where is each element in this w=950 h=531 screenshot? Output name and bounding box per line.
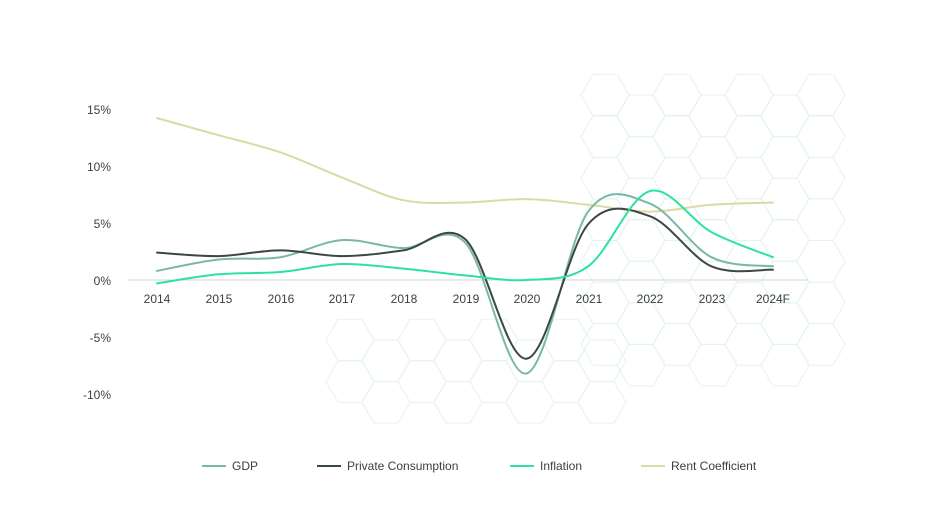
hexagon-shape	[433, 381, 483, 424]
legend-label: Rent Coefficient	[671, 459, 757, 473]
y-tick-label: -10%	[83, 388, 111, 402]
hexagon-shape	[616, 94, 666, 138]
hexagon-shape	[361, 339, 411, 383]
hexagon-shape	[724, 73, 774, 117]
x-tick-label: 2015	[206, 292, 233, 306]
hexagon-shape	[325, 360, 375, 403]
hexagon-shape	[796, 73, 846, 117]
series-lines	[156, 117, 774, 375]
hexagon-shape	[616, 343, 666, 387]
hexagon-shape	[616, 302, 666, 345]
series-line-inflation	[156, 189, 774, 285]
hexagon-shape	[796, 240, 846, 283]
hexagon-shape	[469, 360, 519, 403]
hexagon-shape	[580, 115, 630, 158]
hexagon-shape	[724, 240, 774, 283]
hexagon-shape	[724, 156, 774, 200]
hexagon-shape	[580, 156, 630, 200]
hexagon-shape	[724, 198, 774, 241]
hexagon-shape	[688, 136, 738, 179]
legend-item-inflation[interactable]: Inflation	[510, 459, 582, 473]
hexagon-shape	[652, 73, 702, 117]
hexagon-shape	[541, 360, 591, 403]
y-tick-label: -5%	[90, 331, 112, 345]
hexagon-shape	[724, 323, 774, 366]
hexagon-shape	[541, 318, 591, 362]
x-tick-label: 2017	[329, 292, 356, 306]
hexagon-shape	[796, 198, 846, 241]
y-tick-label: 10%	[87, 160, 111, 174]
x-tick-label: 2019	[453, 292, 480, 306]
hexagon-shape	[580, 323, 630, 366]
hexagon-background-pattern	[325, 73, 846, 424]
hexagon-shape	[688, 343, 738, 387]
hexagon-shape	[577, 339, 627, 383]
hexagon-shape	[652, 156, 702, 200]
hexagon-shape	[652, 240, 702, 283]
hexagon-shape	[652, 198, 702, 241]
x-tick-label: 2020	[514, 292, 541, 306]
x-tick-label: 2018	[391, 292, 418, 306]
x-tick-label: 2023	[699, 292, 726, 306]
hexagon-shape	[616, 219, 666, 262]
legend-item-rent-coefficient[interactable]: Rent Coefficient	[641, 459, 757, 473]
y-tick-label: 5%	[94, 217, 112, 231]
series-line-gdp	[156, 193, 774, 375]
x-tick-label: 2014	[144, 292, 171, 306]
hexagon-shape	[652, 323, 702, 366]
legend-label: Inflation	[540, 459, 582, 473]
hexagon-shape	[325, 318, 375, 362]
hexagon-shape	[688, 302, 738, 345]
x-tick-label: 2016	[268, 292, 295, 306]
hexagon-shape	[724, 115, 774, 158]
legend-item-gdp[interactable]: GDP	[202, 459, 258, 473]
hexagon-shape	[760, 302, 810, 345]
series-line-private-consumption	[156, 207, 774, 360]
hexagon-shape	[688, 94, 738, 138]
hexagon-shape	[796, 156, 846, 200]
legend-item-private-consumption[interactable]: Private Consumption	[317, 459, 458, 473]
x-tick-label: 2022	[637, 292, 664, 306]
hexagon-shape	[505, 381, 555, 424]
hexagon-shape	[397, 318, 447, 362]
hexagon-shape	[760, 94, 810, 138]
hexagon-shape	[577, 381, 627, 424]
hexagon-shape	[433, 339, 483, 383]
series-line-rent-coefficient	[156, 117, 774, 213]
hexagon-shape	[796, 281, 846, 325]
x-tick-label: 2024F	[756, 292, 790, 306]
hexagon-shape	[652, 115, 702, 158]
hexagon-shape	[688, 177, 738, 221]
hexagon-shape	[397, 360, 447, 403]
x-axis-ticks: 2014 2015 2016 2017 2018 2019 2020 2021 …	[144, 292, 790, 306]
y-axis-ticks: 15% 10% 5% 0% -5% -10%	[83, 103, 111, 402]
hexagon-shape	[760, 136, 810, 179]
hexagon-shape	[796, 323, 846, 366]
hexagon-shape	[361, 381, 411, 424]
y-tick-label: 0%	[94, 274, 112, 288]
x-tick-label: 2021	[576, 292, 603, 306]
hexagon-shape	[760, 343, 810, 387]
hexagon-shape	[616, 136, 666, 179]
legend-label: Private Consumption	[347, 459, 458, 473]
hexagon-shape	[580, 73, 630, 117]
hexagon-shape	[796, 115, 846, 158]
legend-label: GDP	[232, 459, 258, 473]
hexagon-shape	[760, 177, 810, 221]
hexagon-shape	[469, 318, 519, 362]
y-tick-label: 15%	[87, 103, 111, 117]
legend: GDP Private Consumption Inflation Rent C…	[202, 459, 757, 473]
